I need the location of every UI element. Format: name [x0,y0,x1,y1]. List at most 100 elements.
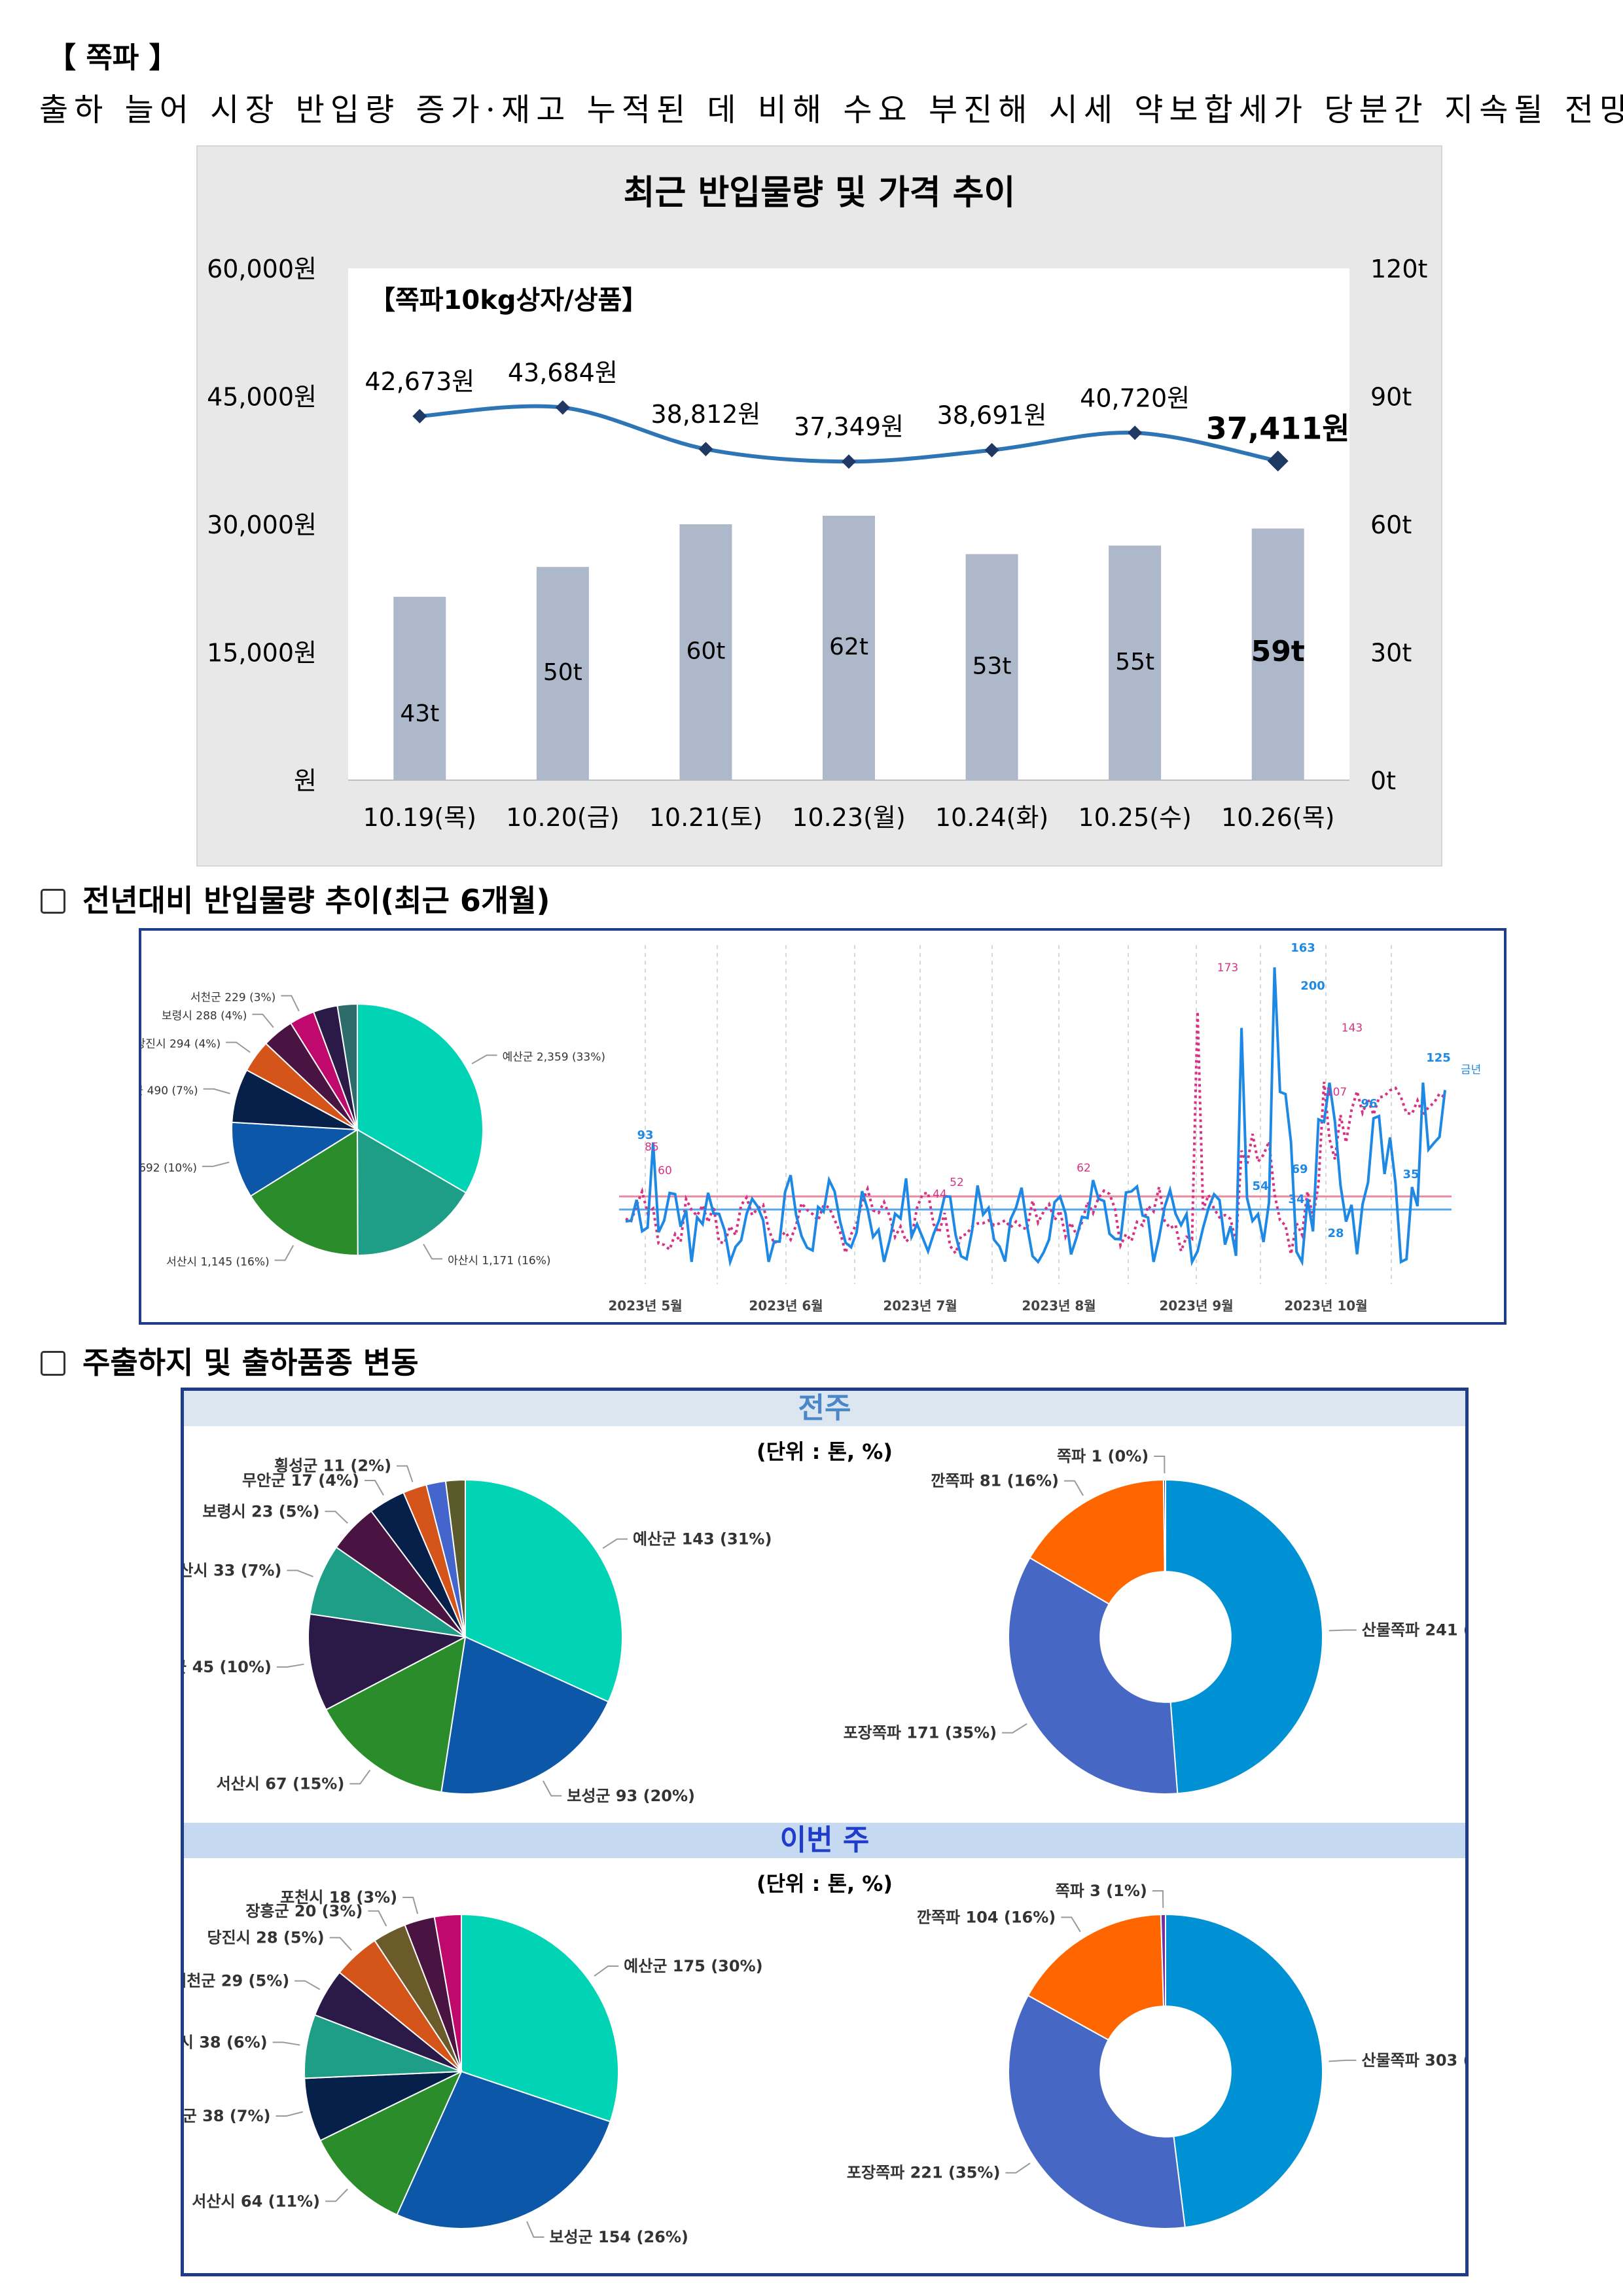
last-year-point-label: 44 [933,1188,947,1201]
last-year-point-label: 107 [1326,1086,1347,1099]
price-volume-chart-svg: 최근 반입물량 및 가격 추이 【쪽파10kg상자/상품】 원 15,000원 30… [207,173,1427,832]
pie-slice [461,1913,619,2123]
pie-label: 보성군 93 (20%) [567,1787,695,1805]
pie-slice [309,1546,466,1638]
y-left-tick: 45,000원 [207,383,317,412]
chart-title: 최근 반입물량 및 가격 추이 [624,173,1016,213]
current-year-series-line [625,967,1446,1267]
leader-line [349,1769,371,1785]
last-year-point-label: 143 [1342,1022,1363,1035]
legend-label: 【쪽파10kg상자/상품】 [369,285,648,315]
pie-slice [1007,1556,1179,1795]
leader-line [274,1245,294,1261]
price-label: 38,691원 [937,401,1047,430]
y-right-tick: 60t [1370,511,1412,539]
pie-label: 예산군 2,359 (33%) [503,1050,605,1064]
leader-line [325,2188,348,2202]
this-week-header: 이번 주 [184,1823,1465,1858]
last-week-unit: (단위 : 톤, %) [757,1439,893,1464]
pie-label: 포장쪽파 171 (35%) [844,1724,997,1742]
shipping-section-heading: 주출하지 및 출하품종 변동 [41,1339,419,1382]
pie-label: 당진시 28 (5%) [207,1929,325,1947]
leader-line [543,1780,562,1797]
leader-line [471,1054,497,1065]
x-tick-label: 10.24(화) [935,803,1048,832]
current-point-label: 200 [1300,979,1325,993]
pie-slice [1008,1994,1186,2229]
pie-label: 서천군 229 (3%) [190,991,276,1004]
leader-line [1152,1890,1164,1909]
volume-bar [823,515,875,780]
checkbox-square-icon [41,1351,65,1376]
leader-line [368,1910,387,1927]
price-marker [555,400,570,415]
pie-slice [444,1479,466,1638]
price-volume-chart: 최근 반입물량 및 가격 추이 【쪽파10kg상자/상품】 원 15,000원 30… [196,145,1442,867]
y-right-tick: 120t [1370,255,1427,283]
leader-line [397,1465,414,1482]
pie-label: 보성군 154 (26%) [549,2228,688,2246]
x-tick-label: 10.20(금) [506,803,619,832]
x-tick-label: 10.21(토) [649,803,762,832]
leader-line [202,1161,230,1168]
pie-label: 보령시 23 (5%) [202,1502,319,1520]
last-year-series-line [625,1011,1446,1258]
last-year-point-label: 85 [645,1141,659,1154]
last-year-point-label: 60 [658,1164,672,1177]
price-label: 42,673원 [365,367,474,396]
y-left-tick: 15,000원 [207,639,317,668]
y-right-tick: 90t [1370,383,1412,412]
leader-line [276,2111,303,2117]
leader-line [1005,2162,1031,2174]
pie-slice [308,1613,468,1711]
leader-line [1061,1916,1081,1933]
pie-label: 장흥군 20 (3%) [245,1902,363,1920]
leader-line [1002,1723,1027,1734]
price-label: 38,812원 [651,400,760,429]
leader-line [294,1980,321,1990]
pie-slice [440,1636,609,1795]
x-tick-label: 10.19(목) [363,803,476,832]
leader-line [1329,2059,1357,2062]
pie-label: 당진시 294 (4%) [141,1038,221,1051]
leader-line [423,1244,443,1260]
current-point-label: 93 [637,1128,653,1142]
current-point-label: 34 [1288,1193,1304,1206]
leader-line [281,995,300,1012]
pie-slice [1165,1913,1323,2229]
leader-line [287,1570,313,1577]
pie-slice [465,1479,623,1703]
trend-section-label: 전년대비 반입물량 추이(최근 6개월) [82,883,550,918]
pie-label: 예산군 143 (31%) [633,1530,772,1548]
leader-line [402,1897,419,1914]
pie-label: 산물쪽파 241 (49%) [1362,1621,1465,1639]
this-week-unit: (단위 : 톤, %) [757,1871,893,1896]
leader-line [272,2041,300,2046]
pie-label: 횡성군 11 (2%) [274,1457,391,1475]
y-left-tick: 원 [294,766,317,795]
last-year-point-label: 173 [1217,961,1238,975]
pie-label: 예산군 175 (30%) [624,1957,762,1975]
volume-label: 59t [1251,635,1305,668]
pie-label: 아산시 1,171 (16%) [448,1254,550,1267]
volume-bar [965,554,1018,780]
pie-label: 쪽파 3 (1%) [1056,1882,1147,1900]
last-year-point-label: 52 [950,1176,964,1189]
volume-label: 62t [829,634,868,660]
pie-label: 깐쪽파 81 (16%) [931,1472,1059,1490]
price-label: 37,349원 [794,412,904,441]
pie-label: 무안군 38 (7%) [184,2107,271,2125]
volume-label: 60t [686,638,725,665]
pie-label: 쪽파 1 (0%) [1057,1447,1149,1465]
price-label: 40,720원 [1080,384,1190,412]
volume-label: 53t [972,653,1012,679]
current-point-label: 96 [1361,1097,1377,1111]
pie-slice [325,1636,467,1793]
pie-label: 보성군 692 (10%) [141,1162,197,1175]
y-right-tick: 30t [1370,639,1412,668]
price-marker [1128,425,1143,440]
donut-hole [1099,2005,1232,2138]
x-tick-label: 10.25(수) [1078,803,1191,832]
series-legend-label: 금년 [1461,1064,1481,1077]
x-tick-label: 2023년 6월 [749,1298,823,1314]
